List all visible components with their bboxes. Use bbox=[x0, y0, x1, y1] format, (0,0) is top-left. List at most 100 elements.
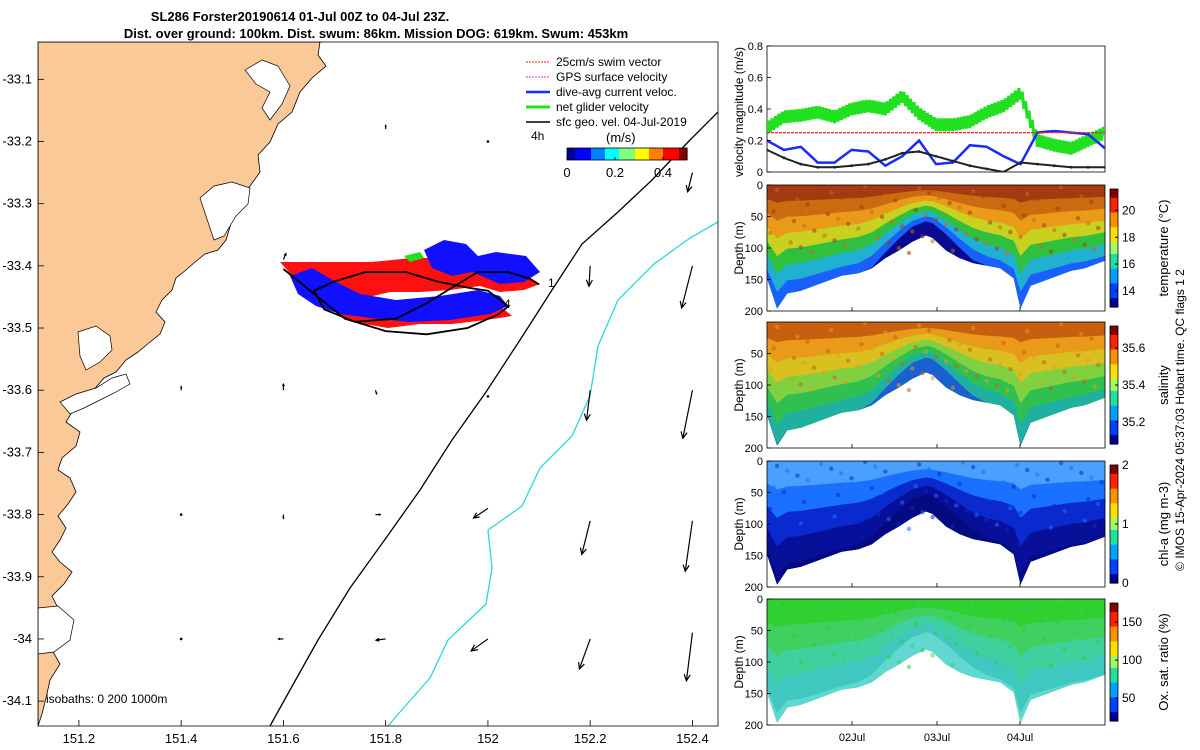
temperature-colorbar-tick-label: 16 bbox=[1122, 257, 1136, 271]
chla-sample-point bbox=[927, 467, 932, 472]
chla-sample-point bbox=[1021, 489, 1027, 494]
oxygen-sample-point bbox=[950, 662, 956, 668]
salinity-sample-point bbox=[1089, 336, 1094, 341]
chla-sample-point bbox=[818, 461, 824, 466]
salinity-colorbar-cell bbox=[1110, 331, 1118, 336]
oxygen-colorbar-cell bbox=[1110, 632, 1118, 637]
chla-sample-point bbox=[1085, 496, 1091, 502]
salinity-colorbar-cell bbox=[1110, 343, 1118, 348]
map-y-tick-label: -33.8 bbox=[2, 507, 32, 522]
chla-sample-point bbox=[900, 500, 905, 505]
colorbar-cell bbox=[585, 148, 588, 160]
temperature-sample-point bbox=[825, 211, 831, 217]
temperature-colorbar-cell bbox=[1110, 292, 1118, 296]
temperature-sample-point bbox=[805, 202, 810, 207]
chla-colorbar-cell bbox=[1110, 547, 1118, 552]
velocity-series-marker bbox=[1052, 164, 1056, 168]
chla-colorbar-cell bbox=[1110, 541, 1118, 546]
chla-sample-point bbox=[1048, 525, 1054, 530]
salinity-sample-point bbox=[1085, 357, 1091, 363]
chla-sample-point bbox=[1089, 475, 1094, 480]
oxygen-colorbar-box bbox=[1109, 602, 1119, 722]
oxygen-colorbar-cell bbox=[1110, 614, 1118, 619]
oxygen-colorbar-cell bbox=[1110, 608, 1118, 613]
velocity-vector bbox=[180, 385, 183, 391]
chla-colorbar-cell bbox=[1110, 512, 1118, 516]
velocity-vector bbox=[679, 265, 694, 310]
vector-head bbox=[375, 392, 378, 396]
velocity-panel: 0 0.2 0.4 0.6 0.8 velocity magnitude (m/s) bbox=[732, 41, 1106, 179]
salinity-colorbar-cell bbox=[1110, 370, 1118, 374]
temperature-sample-point bbox=[910, 229, 915, 234]
isobath-1000m bbox=[387, 221, 718, 726]
temperature-sample-point bbox=[862, 185, 868, 188]
oxygen-sample-point bbox=[785, 606, 790, 611]
oxygen-y-tick-label: 0 bbox=[757, 594, 763, 606]
colorbar-tick-label: 0.2 bbox=[606, 165, 624, 180]
salinity-data bbox=[767, 322, 1105, 446]
salinity-colorbar-cell bbox=[1110, 382, 1118, 386]
vector-head bbox=[682, 564, 690, 573]
oxygen-sample-point bbox=[900, 638, 905, 643]
temperature-colorbar-cell bbox=[1110, 274, 1118, 279]
temperature-sample-point bbox=[788, 240, 793, 245]
map-y-tick-label: -33.2 bbox=[2, 133, 32, 148]
salinity-sample-point bbox=[947, 337, 952, 343]
legend-label-gps: GPS surface velocity bbox=[556, 70, 667, 84]
salinity-sample-point bbox=[788, 377, 793, 382]
salinity-sample-point bbox=[1004, 388, 1010, 393]
colorbar-cell bbox=[667, 148, 670, 160]
oxygen-colorbar-cell bbox=[1110, 700, 1118, 704]
temperature-colorbar-cell bbox=[1110, 277, 1118, 282]
oxygen-ylabel: Depth (m) bbox=[732, 635, 746, 688]
colorbar-cell bbox=[665, 148, 668, 160]
map-legend: 25cm/s swim vector GPS surface velocity … bbox=[526, 55, 687, 145]
salinity-colorbar-cell bbox=[1110, 414, 1118, 419]
colorbar-cell bbox=[607, 148, 610, 160]
chla-sample-point bbox=[771, 485, 776, 490]
oxygen-colorbar-cell bbox=[1110, 647, 1118, 651]
colorbar-cell bbox=[613, 148, 616, 160]
map-x-tick-label: 151.8 bbox=[369, 731, 402, 746]
oxygen-sample-point bbox=[1021, 627, 1027, 632]
map-x-tick-label: 152 bbox=[477, 731, 499, 746]
temperature-data bbox=[767, 185, 1105, 309]
temperature-sample-point bbox=[1001, 203, 1006, 208]
temperature-colorbar-cell bbox=[1110, 283, 1118, 287]
oxygen-sample-point bbox=[839, 609, 844, 614]
temperature-sample-point bbox=[1079, 194, 1084, 199]
chla-sample-point bbox=[825, 487, 831, 493]
oxygen-sample-point bbox=[872, 602, 878, 607]
chla-colorbar-cell bbox=[1110, 529, 1118, 534]
colorbar-cell bbox=[681, 148, 684, 160]
salinity-sample-point bbox=[893, 335, 898, 340]
oxygen-sample-point bbox=[791, 632, 797, 638]
velocity-series-marker bbox=[1036, 162, 1039, 166]
oxygen-y-tick-label: 150 bbox=[745, 689, 763, 701]
temperature-sample-point bbox=[893, 198, 898, 203]
chla-colorbar-cell bbox=[1110, 465, 1118, 469]
legend-label-dive: dive-avg current veloc. bbox=[556, 85, 677, 99]
salinity-sample-point bbox=[842, 380, 847, 385]
colorbar-cell bbox=[593, 148, 596, 160]
temperature-sample-point bbox=[829, 190, 834, 195]
salinity-sample-point bbox=[791, 355, 797, 361]
colorbar-cell bbox=[633, 148, 636, 160]
oxygen-sample-point bbox=[957, 619, 962, 625]
salinity-sample-point bbox=[923, 349, 929, 354]
velocity-vector bbox=[472, 507, 489, 519]
chla-sample-point bbox=[1062, 508, 1067, 514]
temperature-sample-point bbox=[859, 204, 864, 210]
vector-shaft bbox=[375, 638, 386, 641]
velocity-vector bbox=[374, 637, 386, 642]
map-x-tick-label: 152.2 bbox=[574, 731, 607, 746]
temperature-colorbar-cell bbox=[1110, 233, 1118, 237]
velocity-y-tick-label: 0.8 bbox=[748, 41, 763, 53]
salinity-colorbar-cell bbox=[1110, 390, 1118, 395]
temperature-sample-point bbox=[1014, 186, 1020, 192]
chla-sample-point bbox=[1025, 467, 1030, 473]
temperature-colorbar-cell bbox=[1110, 194, 1118, 199]
temperature-colorbar-cell bbox=[1110, 280, 1118, 284]
velocity-series-marker bbox=[816, 165, 820, 169]
salinity-colorbar-cell bbox=[1110, 420, 1118, 424]
